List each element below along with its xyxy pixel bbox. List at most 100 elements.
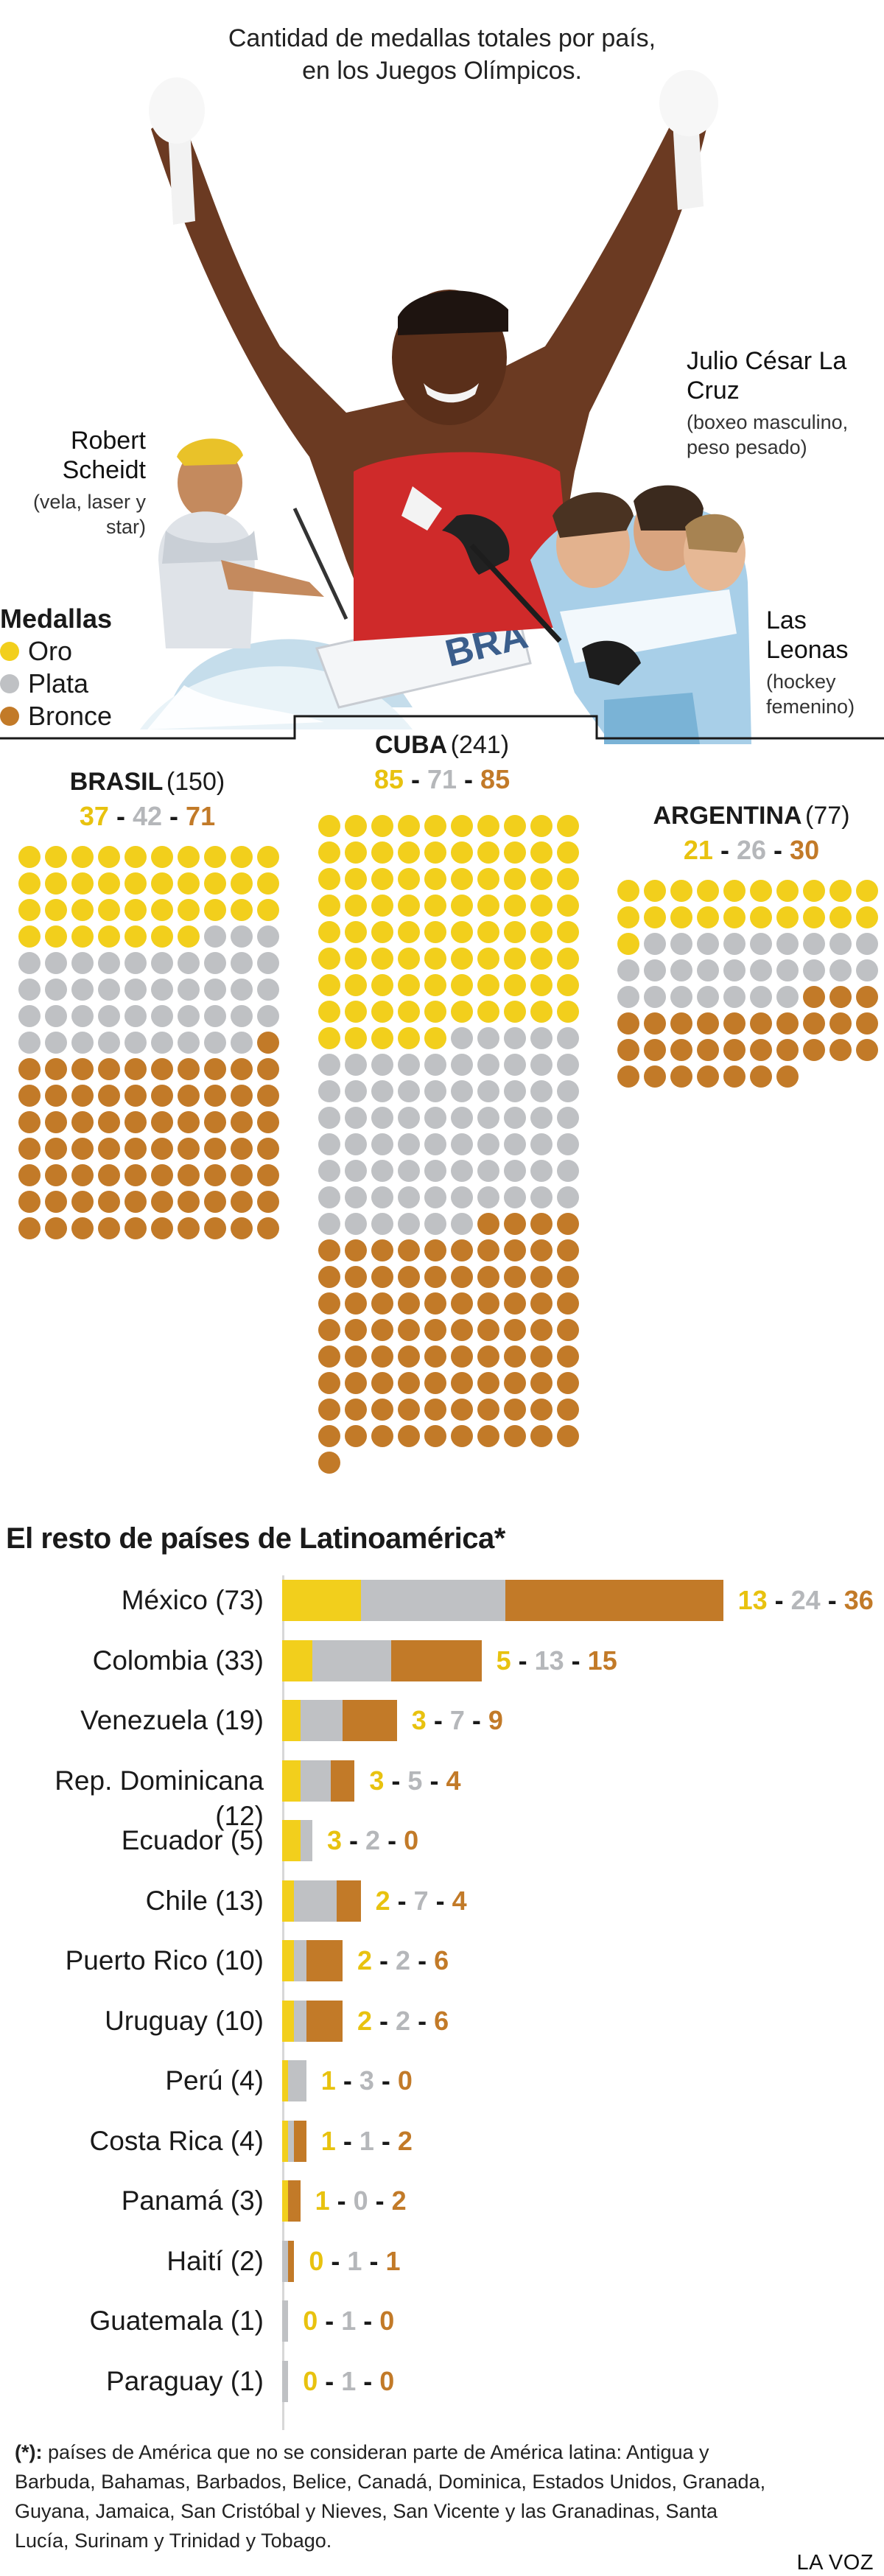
bar-count-gold-costa-rica: 1 [320,2125,336,2156]
medal-dot-bronze-brasil [257,1164,279,1186]
medal-dot-silver-cuba [345,1133,367,1155]
medal-dot-silver-cuba [557,1107,579,1129]
medal-dot-bronze-cuba [371,1372,393,1394]
medal-dot-gold-brasil [18,846,41,868]
medal-dot-silver-brasil [204,952,226,974]
medal-dot-bronze-argentina [776,1012,799,1035]
medal-dot-bronze-brasil [18,1164,41,1186]
medal-dot-bronze-cuba [451,1266,473,1288]
bar-count-bronze-rep-dominicana: 4 [446,1765,461,1796]
medal-dot-bronze-brasil [231,1138,253,1160]
caption-leonas: Las Leonas (hockey femenino) [766,606,877,719]
medal-dot-bronze-brasil [204,1058,226,1080]
medal-dot-bronze-brasil [178,1058,200,1080]
medal-dot-silver-cuba [557,1133,579,1155]
medal-dot-gold-cuba [398,1001,420,1023]
medal-dot-gold-cuba [451,868,473,890]
medal-dot-silver-cuba [557,1027,579,1049]
medal-dot-gold-argentina [723,906,746,928]
medal-dot-bronze-argentina [776,1039,799,1061]
medal-dot-gold-argentina [617,906,639,928]
medal-dot-gold-cuba [504,1001,526,1023]
medal-dot-bronze-argentina [829,986,852,1008]
medal-dot-silver-cuba [318,1080,340,1102]
bar-count-bronze-ecuador: 0 [404,1825,419,1855]
medal-dot-bronze-brasil [204,1217,226,1239]
bronze-count-brasil: 71 [186,801,216,831]
bar-counts-haití: 0 - 1 - 1 [309,2244,400,2279]
medal-dot-silver-cuba [371,1160,393,1182]
medal-dot-gold-cuba [477,921,499,943]
medal-dot-bronze-brasil [257,1138,279,1160]
medal-dot-silver-brasil [231,925,253,948]
medal-dot-bronze-cuba [477,1292,499,1315]
country-counts-brasil: 37 - 42 - 71 [15,801,280,832]
caption-scheidt-name: Robert Scheidt [62,427,146,484]
medal-dot-silver-cuba [398,1133,420,1155]
medal-dot-gold-brasil [98,899,120,921]
bar-segment-bronze-puerto-rico [306,1940,343,1981]
medal-dot-bronze-cuba [424,1319,446,1341]
medal-dot-silver-cuba [371,1080,393,1102]
medal-dot-gold-brasil [124,899,147,921]
country-header-cuba: CUBA (241) 85 - 71 - 85 [309,731,575,795]
medal-dot-silver-cuba [371,1107,393,1129]
medal-dot-gold-cuba [345,868,367,890]
medal-dot-gold-argentina [829,906,852,928]
bar-count-bronze-uruguay: 6 [434,2005,449,2036]
medal-dot-silver-cuba [318,1107,340,1129]
medal-dot-bronze-argentina [750,1039,772,1061]
medal-dot-gold-cuba [398,948,420,970]
medal-dot-bronze-cuba [371,1345,393,1368]
page-title: Cantidad de medallas totales por país, e… [228,24,656,85]
medal-dot-silver-argentina [776,986,799,1008]
medal-dot-bronze-brasil [204,1164,226,1186]
medal-dot-bronze-cuba [345,1425,367,1447]
medal-dot-bronze-brasil [98,1138,120,1160]
medal-dot-gold-cuba [318,1027,340,1049]
medal-dot-silver-cuba [477,1186,499,1208]
medal-dot-silver-brasil [45,1005,67,1027]
medal-dot-bronze-brasil [98,1058,120,1080]
medal-dot-silver-cuba [451,1054,473,1076]
medal-dot-gold-cuba [424,868,446,890]
medal-dot-silver-argentina [829,933,852,955]
medal-dot-bronze-brasil [204,1085,226,1107]
medal-dot-silver-cuba [530,1160,552,1182]
medal-dot-silver-brasil [231,1032,253,1054]
medal-dot-gold-brasil [18,925,41,948]
medal-dot-bronze-argentina [856,986,878,1008]
medal-dot-bronze-cuba [477,1345,499,1368]
medal-dot-silver-cuba [345,1107,367,1129]
medal-dot-gold-cuba [371,921,393,943]
medal-dot-bronze-cuba [345,1292,367,1315]
bar-segment-bronze-venezuela [343,1700,397,1741]
medal-dot-bronze-cuba [504,1399,526,1421]
medal-dot-bronze-cuba [530,1266,552,1288]
bar-counts-méxico: 13 - 24 - 36 [738,1583,874,1618]
bar-segment-bronze-costa-rica [294,2120,306,2162]
medal-dot-silver-cuba [318,1160,340,1182]
medal-dot-bronze-cuba [371,1266,393,1288]
medal-dot-bronze-brasil [18,1058,41,1080]
medal-dot-bronze-argentina [697,1065,719,1088]
bar-counts-guatemala: 0 - 1 - 0 [303,2303,394,2339]
medal-dot-gold-brasil [178,925,200,948]
caption-lacruz-name: Julio César La Cruz [687,347,847,405]
medal-dot-bronze-cuba [451,1345,473,1368]
medal-dot-silver-cuba [451,1133,473,1155]
medal-dot-gold-cuba [504,921,526,943]
medal-dot-bronze-brasil [124,1138,147,1160]
medal-dot-bronze-brasil [257,1085,279,1107]
medal-dot-gold-cuba [557,895,579,917]
medal-dot-bronze-brasil [98,1085,120,1107]
medal-dot-bronze-brasil [178,1191,200,1213]
medal-dot-silver-argentina [697,986,719,1008]
medal-dot-silver-cuba [424,1133,446,1155]
medal-dot-silver-brasil [45,1032,67,1054]
medal-dot-silver-brasil [178,952,200,974]
medal-dot-gold-brasil [124,846,147,868]
bar-label-perú: Perú (4) [165,2065,264,2096]
bronze-count-cuba: 85 [480,764,511,794]
bar-counts-chile: 2 - 7 - 4 [376,1883,467,1919]
